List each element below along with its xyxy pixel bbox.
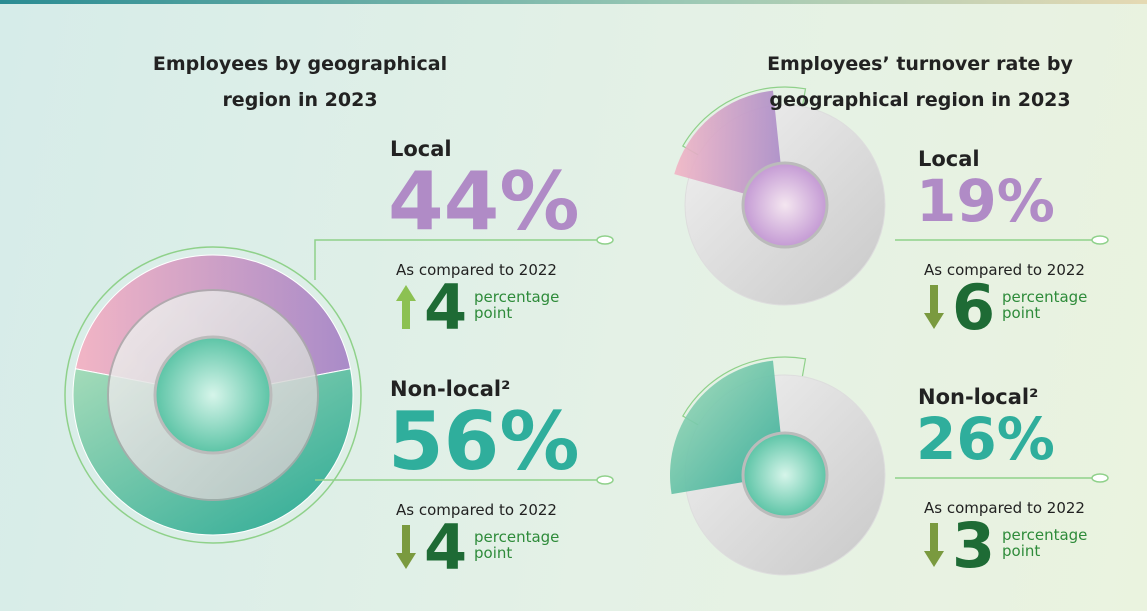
change-arrow — [396, 525, 416, 569]
comparison-label: As compared to 2022 — [396, 261, 557, 279]
comparison-label: As compared to 2022 — [924, 499, 1085, 517]
leader-line — [314, 239, 605, 280]
value-label: 19% — [916, 167, 1055, 235]
category-label: Local — [390, 137, 452, 161]
comparison-label: As compared to 2022 — [396, 501, 557, 519]
category-label: Local — [918, 147, 980, 171]
category-label: Non-local² — [390, 377, 511, 401]
leader-dot — [596, 235, 614, 245]
leader-dot — [596, 475, 614, 485]
leader-dot — [1091, 473, 1109, 483]
center — [153, 335, 273, 455]
change-value: 6 — [952, 271, 996, 344]
value-label: 26% — [916, 405, 1055, 473]
category-label: Non-local² — [918, 385, 1039, 409]
change-arrow — [924, 285, 944, 329]
change-value: 4 — [424, 271, 468, 344]
value-label: 44% — [388, 155, 580, 248]
value-label: 56% — [388, 395, 580, 488]
change-arrow — [396, 285, 416, 329]
gauge-arc — [681, 356, 807, 476]
gauge-arc — [681, 86, 807, 206]
leader-dot — [1091, 235, 1109, 245]
change-unit: percentage point — [474, 528, 560, 562]
top-bar — [0, 0, 1147, 4]
chart-title: Employees by geographical region in 2023 — [152, 53, 448, 111]
change-arrow — [924, 523, 944, 567]
change-unit: percentage point — [474, 288, 560, 322]
change-unit: percentage point — [1002, 288, 1088, 322]
change-value: 4 — [424, 511, 468, 584]
gauge-center — [741, 161, 829, 249]
outer-ring — [64, 246, 362, 544]
change-value: 3 — [952, 509, 996, 582]
gauge-center — [741, 431, 829, 519]
comparison-label: As compared to 2022 — [924, 261, 1085, 279]
change-unit: percentage point — [1002, 526, 1088, 560]
chart-title: Employees’ turnover rate by geographical… — [767, 53, 1073, 111]
